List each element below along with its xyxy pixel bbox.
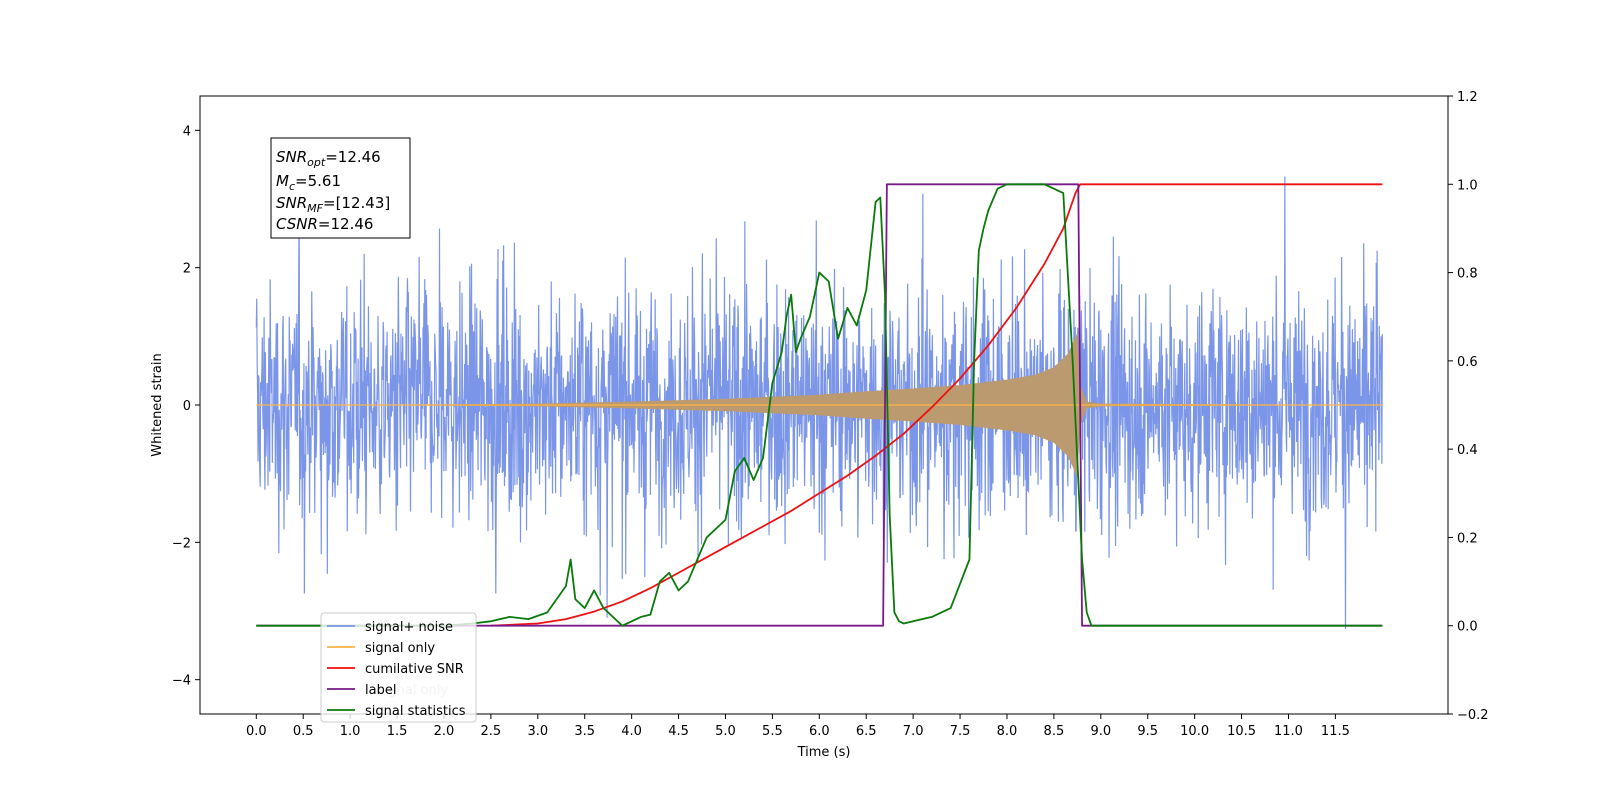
stats-annotation-box bbox=[270, 137, 411, 239]
y2-tick-label: 0.0 bbox=[1457, 620, 1478, 635]
y2-tick-label: 1.2 bbox=[1457, 90, 1478, 105]
x-axis-label: Time (s) bbox=[797, 745, 851, 760]
x-tick-label: 1.5 bbox=[387, 724, 408, 739]
annotation-snr_mf: SNRMF=[12.43] bbox=[276, 194, 390, 215]
legend-entry: label bbox=[365, 683, 396, 698]
annotation-snr_opt-symbol: SNR bbox=[276, 148, 307, 166]
legend-entry: cumilative SNR bbox=[365, 662, 464, 677]
x-tick-label: 6.5 bbox=[856, 724, 877, 739]
x-tick-label: 6.0 bbox=[809, 724, 830, 739]
x-tick-label: 3.5 bbox=[574, 724, 595, 739]
annotation-csnr-symbol: CSNR bbox=[276, 215, 318, 233]
x-tick-label: 11.0 bbox=[1274, 724, 1303, 739]
x-tick-label: 2.0 bbox=[434, 724, 455, 739]
series-signal-noise-line bbox=[255, 176, 1383, 629]
x-tick-label: 7.0 bbox=[903, 724, 924, 739]
annotation-csnr: CSNR=12.46 bbox=[276, 215, 373, 233]
x-tick-label: 0.0 bbox=[246, 724, 267, 739]
legend-box bbox=[320, 612, 477, 723]
annotation-snr_opt-subscript: opt bbox=[307, 156, 326, 169]
y-tick-label: −2 bbox=[172, 536, 191, 551]
y-tick-label: −4 bbox=[172, 674, 191, 689]
x-tick-label: 10.5 bbox=[1227, 724, 1256, 739]
y2-tick-label: 0.6 bbox=[1457, 355, 1478, 370]
x-tick-label: 9.5 bbox=[1137, 724, 1158, 739]
x-tick-label: 5.0 bbox=[715, 724, 736, 739]
series-signal-statistics-line bbox=[256, 183, 1383, 627]
x-tick-label: 8.5 bbox=[1044, 724, 1065, 739]
x-tick-label: 7.5 bbox=[950, 724, 971, 739]
x-tick-label: 0.5 bbox=[293, 724, 314, 739]
y-tick-label: 0 bbox=[183, 399, 191, 414]
legend-entry: signal statistics bbox=[365, 704, 466, 719]
annotation-snr_mf-value: =[12.43] bbox=[323, 194, 390, 212]
legend-entry: signal only bbox=[365, 641, 435, 656]
x-tick-label: 1.0 bbox=[340, 724, 361, 739]
annotation-mc: Mc=5.61 bbox=[276, 172, 341, 193]
x-tick-label: 5.5 bbox=[762, 724, 783, 739]
y2-tick-label: −0.2 bbox=[1457, 708, 1489, 723]
annotation-mc-subscript: c bbox=[289, 180, 295, 193]
y-axis-label: Whitened strain bbox=[150, 353, 165, 456]
annotation-snr_mf-subscript: MF bbox=[307, 202, 323, 215]
x-tick-label: 2.5 bbox=[481, 724, 502, 739]
x-tick-label: 4.5 bbox=[668, 724, 689, 739]
x-tick-label: 11.5 bbox=[1321, 724, 1350, 739]
x-tick-label: 8.0 bbox=[997, 724, 1018, 739]
y2-tick-label: 1.0 bbox=[1457, 178, 1478, 193]
y2-tick-label: 0.2 bbox=[1457, 531, 1478, 546]
x-tick-label: 3.0 bbox=[527, 724, 548, 739]
annotation-snr_opt: SNRopt=12.46 bbox=[276, 148, 381, 169]
x-tick-label: 4.0 bbox=[621, 724, 642, 739]
y-tick-label: 4 bbox=[183, 124, 191, 139]
series-cumulative-snr-line bbox=[490, 183, 1383, 627]
y2-tick-label: 0.4 bbox=[1457, 443, 1478, 458]
legend-entry: signal+ noise bbox=[365, 620, 453, 635]
x-tick-label: 9.0 bbox=[1090, 724, 1111, 739]
y2-tick-label: 0.8 bbox=[1457, 267, 1478, 282]
annotation-mc-symbol: M bbox=[276, 172, 289, 190]
annotation-snr_mf-symbol: SNR bbox=[276, 194, 307, 212]
annotation-snr_opt-value: =12.46 bbox=[325, 148, 381, 166]
plot-area bbox=[255, 176, 1383, 629]
annotation-csnr-value: =12.46 bbox=[318, 215, 374, 233]
y-tick-label: 2 bbox=[183, 262, 191, 277]
annotation-mc-value: =5.61 bbox=[295, 172, 341, 190]
x-tick-label: 10.0 bbox=[1180, 724, 1209, 739]
